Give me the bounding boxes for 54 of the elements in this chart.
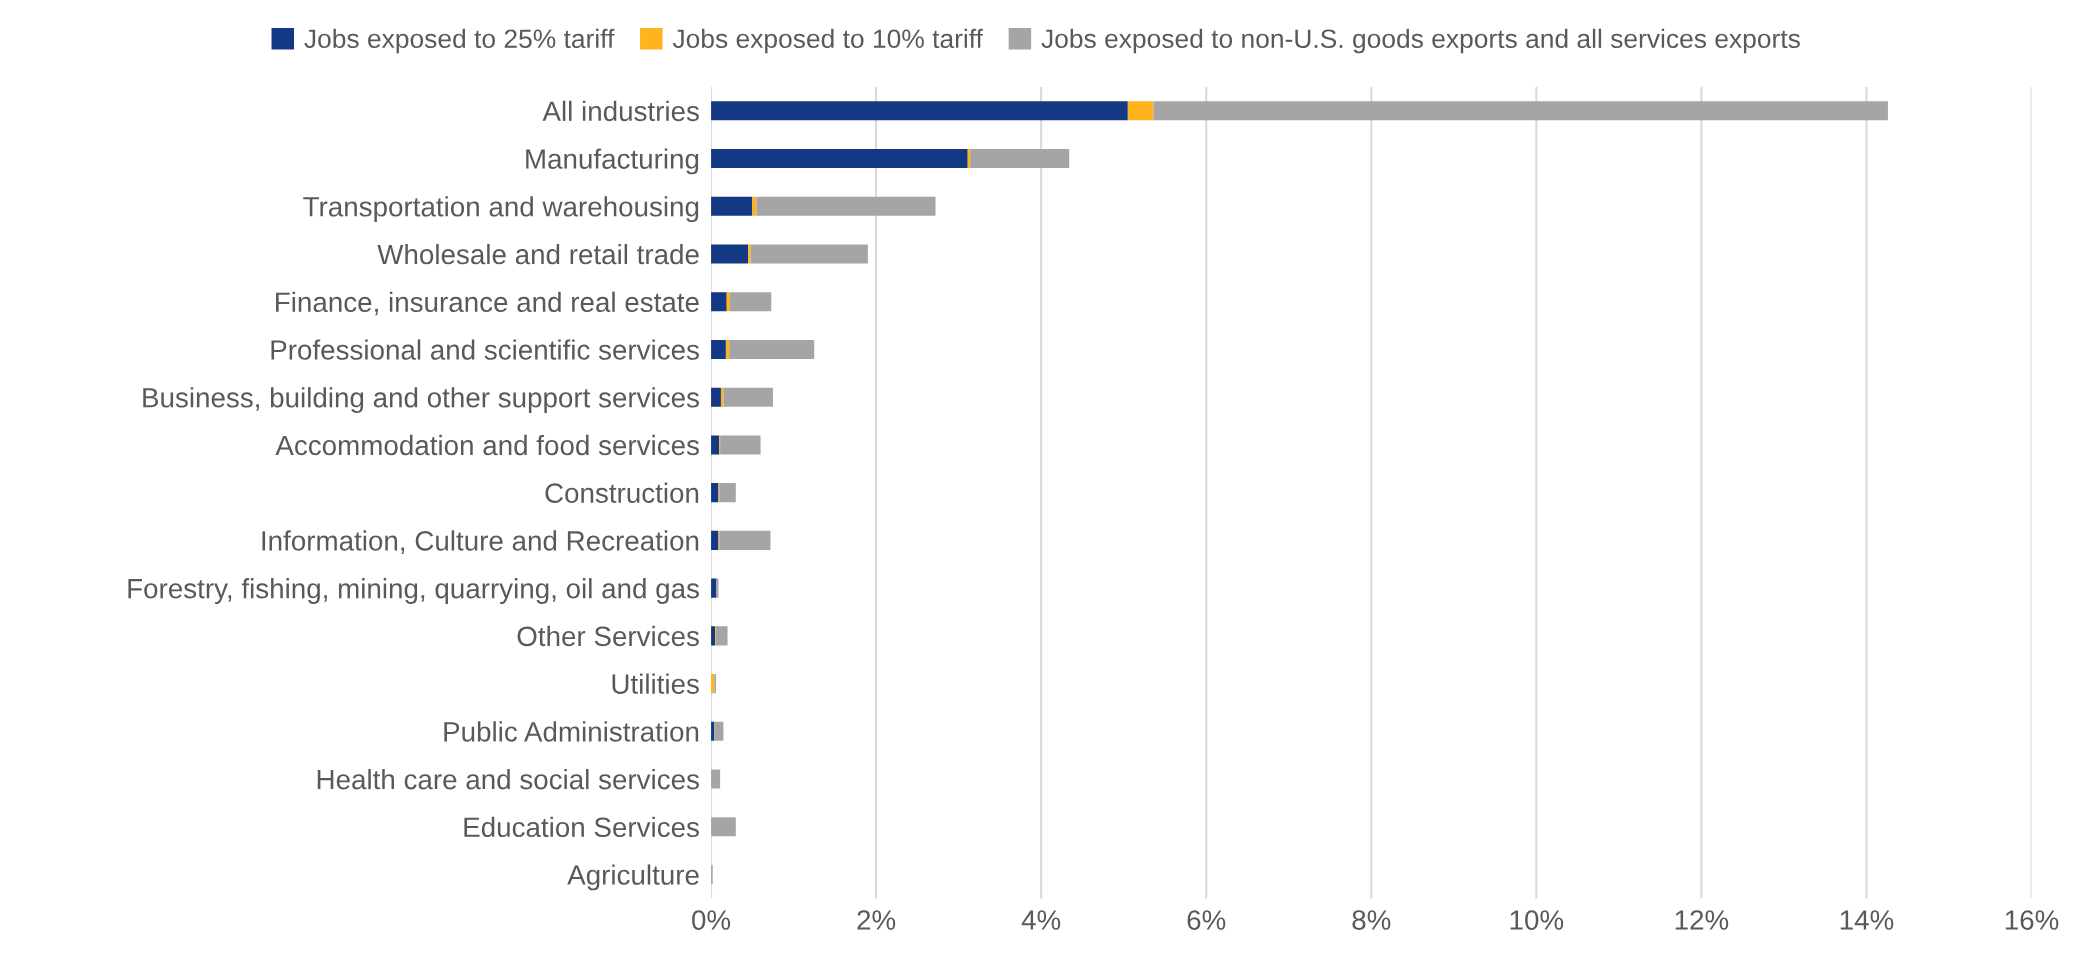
bar — [711, 196, 753, 216]
bar — [711, 292, 727, 312]
y-tick-label: Manufacturing — [526, 148, 699, 175]
x-tick-label: 10% — [1510, 910, 1564, 930]
y-tick-label: All industries — [542, 100, 699, 122]
y-tick-label: Business, building and other support services — [143, 387, 699, 414]
y-tick-label: Transportation and warehousing — [303, 196, 699, 223]
bar — [748, 244, 751, 264]
bar — [715, 626, 728, 646]
y-tick-label: Construction — [545, 482, 699, 503]
bar — [723, 387, 773, 407]
y-tick-label: Agriculture — [567, 864, 699, 891]
y-tick-label: Other Services — [517, 625, 699, 647]
y-tick-label: Education Services — [464, 816, 699, 838]
y-tick-label: Public Administration — [444, 721, 699, 742]
bar — [1127, 101, 1154, 121]
bar — [719, 530, 771, 550]
bar — [750, 244, 868, 264]
bar — [711, 101, 1128, 121]
x-tick-label: 6% — [1187, 910, 1226, 930]
bar — [711, 817, 736, 837]
bar — [711, 148, 968, 169]
y-tick-label: Wholesale and retail trade — [377, 243, 699, 265]
bar — [752, 196, 757, 216]
bar — [970, 148, 1070, 169]
bar — [719, 483, 736, 503]
bar — [726, 292, 731, 312]
x-tick-label: 2% — [857, 910, 896, 930]
y-tick-label: Accommodation and food services — [275, 434, 699, 456]
y-tick-label: Forestry, fishing, mining, quarrying, oil and gas — [128, 578, 699, 604]
x-tick-label: 14% — [1840, 910, 1894, 930]
x-tick-label: 8% — [1352, 910, 1391, 930]
y-tick-label: Health care and social services — [317, 768, 699, 790]
y-tick-label: Finance, insurance and real estate — [276, 291, 699, 316]
x-tick-label: 16% — [2005, 910, 2059, 930]
bar — [729, 339, 815, 360]
y-tick-label: Utilities — [612, 673, 699, 694]
bar — [725, 339, 730, 360]
bar — [711, 387, 721, 407]
legend-label: Jobs exposed to non-U.S. goods exports and all services exports — [1041, 28, 1800, 54]
y-tick-label: Professional and scientific services — [271, 339, 699, 360]
bar — [756, 196, 936, 216]
legend-label: Jobs exposed to 25% tariff — [304, 28, 615, 54]
legend-label: Jobs exposed to 10% tariff — [672, 28, 984, 54]
bar — [1153, 101, 1888, 121]
bar — [720, 435, 761, 455]
x-tick-label: 12% — [1675, 910, 1729, 930]
x-tick-label: 0% — [692, 910, 731, 930]
bar — [730, 292, 772, 312]
y-tick-label: Information, Culture and Recreation — [262, 530, 699, 555]
x-tick-label: 4% — [1021, 910, 1061, 930]
bar — [714, 721, 724, 741]
bar — [711, 244, 749, 264]
bar — [711, 339, 726, 360]
